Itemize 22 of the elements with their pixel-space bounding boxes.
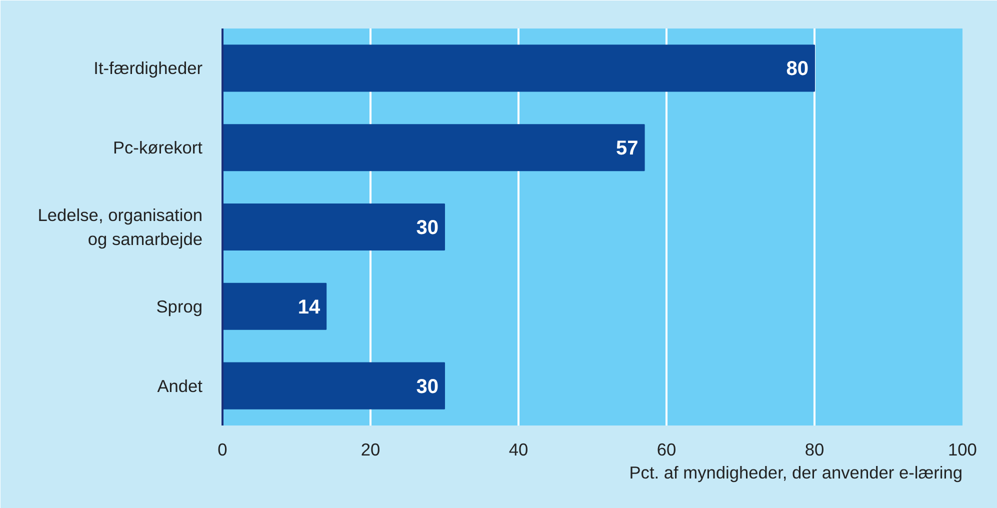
x-axis-title: Pct. af myndigheder, der anvender e-læring bbox=[629, 462, 963, 482]
bar bbox=[222, 203, 445, 251]
bar bbox=[222, 44, 815, 92]
bar bbox=[222, 282, 327, 330]
x-tick-label: 0 bbox=[218, 440, 228, 460]
bar bbox=[222, 124, 645, 172]
x-tick-label: 20 bbox=[360, 440, 380, 460]
x-tick-label: 80 bbox=[804, 440, 824, 460]
y-tick-label: Ledelse, organisation og samarbejde bbox=[38, 205, 203, 249]
x-tick-label: 40 bbox=[508, 440, 528, 460]
x-tick-label: 100 bbox=[948, 440, 977, 460]
data-label: 14 bbox=[298, 296, 321, 318]
x-tick-label: 60 bbox=[656, 440, 676, 460]
y-tick-label: It-færdigheder bbox=[94, 58, 203, 78]
bar bbox=[222, 362, 445, 410]
data-label: 57 bbox=[616, 138, 638, 160]
data-label: 30 bbox=[416, 217, 439, 239]
data-label: 30 bbox=[416, 376, 439, 398]
y-tick-label: Andet bbox=[157, 376, 203, 396]
y-tick-label: Pc-kørekort bbox=[112, 138, 203, 158]
data-label: 80 bbox=[786, 58, 809, 80]
y-tick-label: Sprog bbox=[156, 296, 203, 316]
